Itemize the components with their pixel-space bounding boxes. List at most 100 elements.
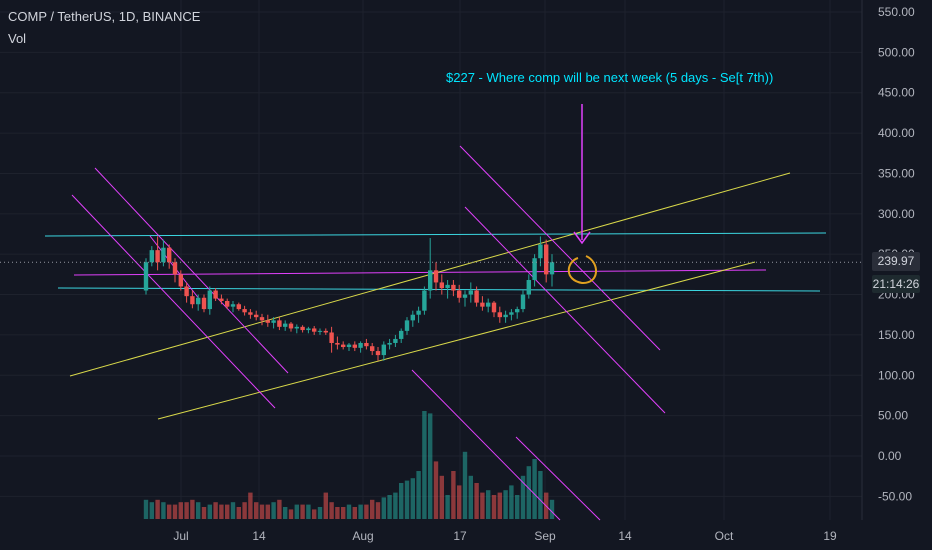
- candle-body: [480, 302, 485, 307]
- y-tick-label: 50.00: [878, 409, 908, 423]
- volume-bar: [207, 504, 212, 519]
- volume-bar: [393, 492, 398, 519]
- volume-bar: [474, 483, 479, 519]
- down-channel-line: [515, 436, 601, 521]
- volume-bar: [225, 504, 230, 519]
- volume-bar: [422, 411, 427, 519]
- candle-body: [457, 290, 462, 298]
- annotation-text: $227 - Where comp will be next week (5 d…: [446, 70, 774, 85]
- candle-body: [271, 320, 276, 323]
- volume-bar: [399, 483, 404, 519]
- candle-body: [341, 344, 346, 348]
- candle-body: [317, 330, 323, 332]
- y-tick-label: 450.00: [878, 86, 915, 100]
- volume-bar: [480, 492, 485, 519]
- volume-bar: [364, 504, 369, 519]
- volume-bar: [346, 504, 352, 519]
- arrow-head: [573, 231, 591, 245]
- down-channel-line: [459, 145, 661, 351]
- volume-bar: [259, 504, 265, 519]
- candle-body: [167, 247, 172, 263]
- candle-body: [248, 312, 253, 315]
- candle-body: [346, 344, 352, 348]
- volume-bar: [294, 504, 299, 519]
- y-tick-label: 550.00: [878, 5, 915, 19]
- candle-body: [190, 296, 195, 305]
- volume-bar: [335, 507, 340, 519]
- candle-body: [451, 284, 456, 291]
- candle-body: [520, 294, 526, 310]
- candle-body: [149, 250, 154, 263]
- candle-body: [439, 282, 444, 289]
- candle-body: [230, 304, 236, 307]
- candle-body: [526, 280, 531, 295]
- candle-body: [416, 310, 421, 315]
- target-circle: [567, 255, 597, 285]
- candle-body: [288, 323, 294, 329]
- horizontal-pivot-line: [73, 269, 767, 276]
- volume-bar: [201, 507, 207, 519]
- volume-bar: [277, 499, 282, 519]
- candle-body: [410, 314, 415, 321]
- candle-body: [207, 290, 212, 310]
- volume-bar: [445, 495, 450, 519]
- down-channel-line: [71, 194, 276, 409]
- x-tick-label: Oct: [715, 529, 734, 543]
- volume-bar: [306, 504, 311, 519]
- volume-bar: [451, 471, 456, 519]
- candle-body: [225, 301, 230, 307]
- volume-bar: [219, 504, 224, 519]
- candle-body: [201, 297, 207, 310]
- y-tick-label: 0.00: [878, 449, 902, 463]
- volume-bar: [288, 509, 294, 519]
- candle-body: [294, 326, 299, 329]
- last-price-badge: 239.97: [872, 252, 920, 271]
- candle-body: [143, 262, 149, 291]
- volume-bar: [352, 507, 357, 519]
- volume-bar: [381, 497, 386, 519]
- candle-body: [335, 342, 340, 345]
- volume-bar: [549, 499, 555, 519]
- candle-body: [364, 342, 369, 347]
- candle-body: [161, 247, 166, 263]
- volume-bar: [532, 459, 537, 519]
- x-tick-label: Sep: [534, 529, 556, 543]
- y-tick-label: -50.00: [878, 489, 912, 503]
- volume-bar: [428, 413, 433, 519]
- volume-bar: [370, 499, 375, 519]
- y-tick-label: 150.00: [878, 328, 915, 342]
- x-tick-label: 17: [453, 529, 467, 543]
- candle-body: [497, 312, 502, 318]
- candle-body: [468, 290, 473, 295]
- x-tick-label: 14: [252, 529, 266, 543]
- candle-body: [375, 351, 381, 356]
- volume-bar: [317, 507, 323, 519]
- volume-bar: [526, 466, 531, 519]
- volume-bar: [468, 475, 473, 519]
- volume-bar: [457, 485, 462, 519]
- volume-bar: [254, 502, 259, 519]
- y-tick-label: 350.00: [878, 166, 915, 180]
- volume-bar: [236, 507, 241, 519]
- candle-body: [329, 332, 334, 343]
- resistance-line: [44, 232, 827, 237]
- candle-body: [549, 262, 555, 275]
- volume-bar: [520, 475, 526, 519]
- candle-body: [544, 244, 549, 275]
- candle-body: [306, 328, 311, 331]
- candle-body: [532, 258, 537, 281]
- volume-bar: [265, 504, 270, 519]
- candle-body: [352, 344, 357, 348]
- volume-bar: [497, 492, 502, 519]
- candle-body: [445, 284, 450, 289]
- volume-bar: [184, 502, 189, 519]
- candle-body: [462, 294, 468, 298]
- volume-bar: [462, 451, 468, 519]
- candle-body: [433, 270, 439, 283]
- candle-body: [265, 320, 270, 323]
- volume-bar: [190, 499, 195, 519]
- y-tick-label: 400.00: [878, 126, 915, 140]
- volume-bar: [242, 502, 247, 519]
